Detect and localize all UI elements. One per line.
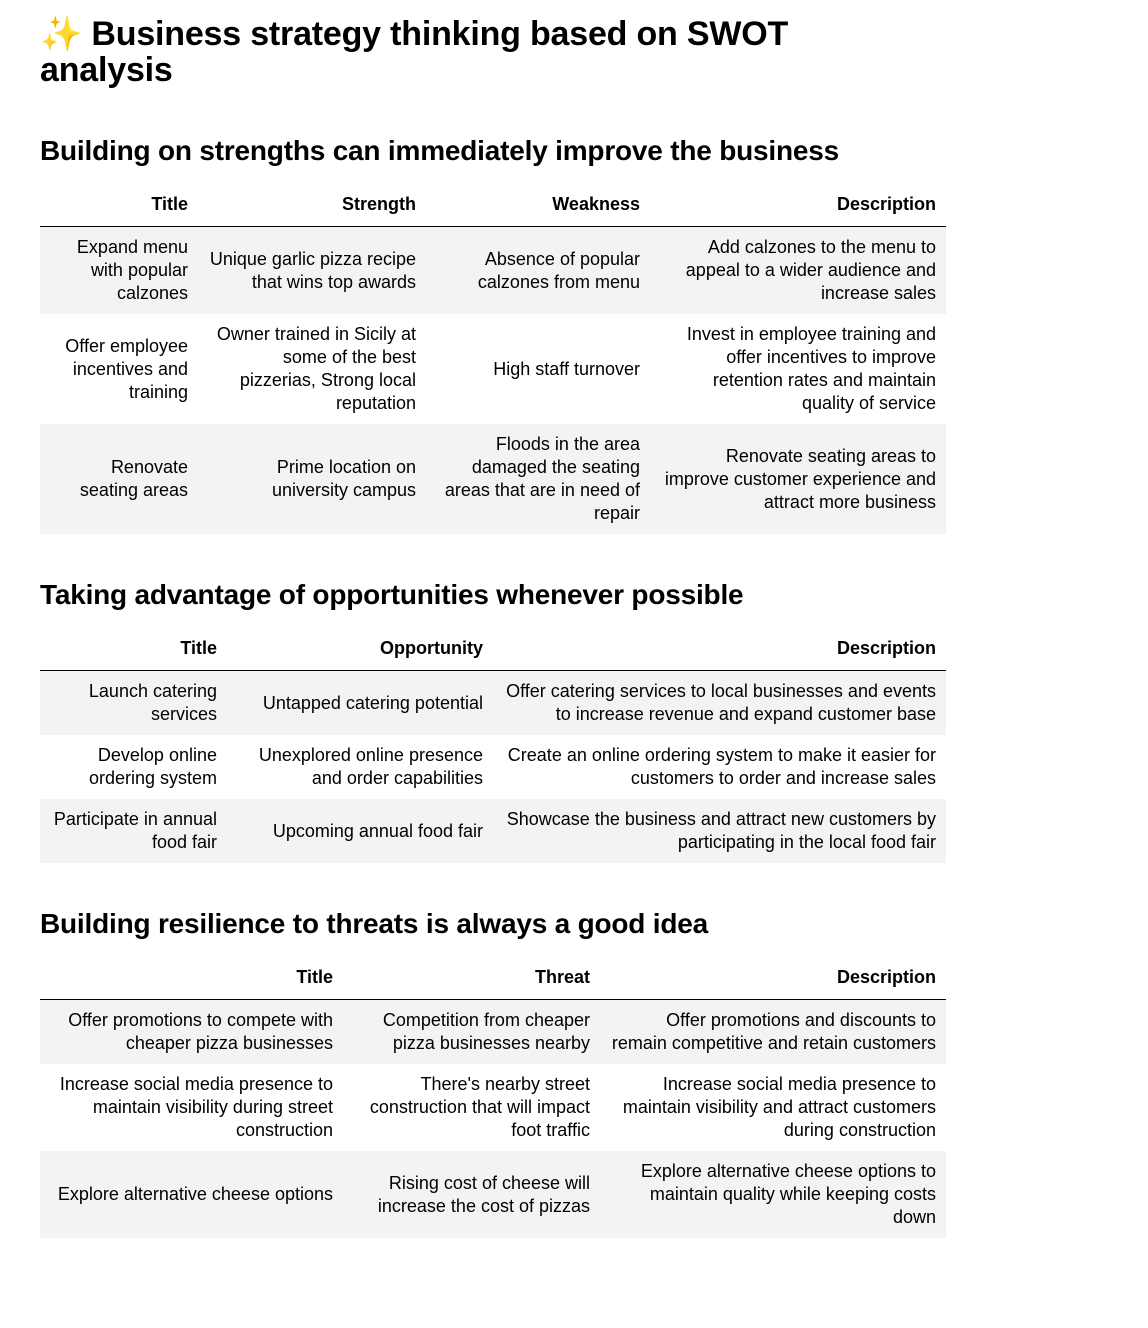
table-cell: Offer employee incentives and training <box>40 314 198 424</box>
column-header-threat: Threat <box>343 959 600 1000</box>
table-cell: Launch catering services <box>40 670 227 735</box>
table-cell: Owner trained in Sicily at some of the b… <box>198 314 426 424</box>
table-cell: There's nearby street construction that … <box>343 1064 600 1151</box>
table-cell: Increase social media presence to mainta… <box>600 1064 946 1151</box>
column-header-description: Description <box>650 186 946 227</box>
table-cell: Absence of popular calzones from menu <box>426 226 650 314</box>
strengths-section-title: Building on strengths can immediately im… <box>40 135 840 166</box>
table-header-row: Title Opportunity Description <box>40 630 946 671</box>
table-cell: Participate in annual food fair <box>40 799 227 863</box>
threats-section-title: Building resilience to threats is always… <box>40 908 709 939</box>
table-cell: Offer promotions and discounts to remain… <box>600 999 946 1064</box>
table-cell: Explore alternative cheese options to ma… <box>600 1151 946 1238</box>
table-row: Renovate seating areas Prime location on… <box>40 424 946 534</box>
table-header-row: Title Strength Weakness Description <box>40 186 946 227</box>
table-cell: Unexplored online presence and order cap… <box>227 735 493 799</box>
table-cell: Invest in employee training and offer in… <box>650 314 946 424</box>
table-cell: Rising cost of cheese will increase the … <box>343 1151 600 1238</box>
table-header-row: Title Threat Description <box>40 959 946 1000</box>
swot-document: ✨ Business strategy thinking based on SW… <box>40 16 946 1282</box>
column-header-title: Title <box>40 630 227 671</box>
column-header-description: Description <box>600 959 946 1000</box>
page-title-text: Business strategy thinking based on SWOT… <box>40 15 789 89</box>
column-header-weakness: Weakness <box>426 186 650 227</box>
page-title: ✨ Business strategy thinking based on SW… <box>40 16 840 88</box>
table-cell: Develop online ordering system <box>40 735 227 799</box>
table-row: Offer promotions to compete with cheaper… <box>40 999 946 1064</box>
table-cell: Upcoming annual food fair <box>227 799 493 863</box>
opportunities-section-title: Taking advantage of opportunities whenev… <box>40 579 744 610</box>
table-row: Launch catering services Untapped cateri… <box>40 670 946 735</box>
table-cell: Offer promotions to compete with cheaper… <box>40 999 343 1064</box>
table-cell: Offer catering services to local busines… <box>493 670 946 735</box>
column-header-strength: Strength <box>198 186 426 227</box>
threats-table: Title Threat Description Offer promotion… <box>40 959 946 1238</box>
column-header-description: Description <box>493 630 946 671</box>
table-row: Offer employee incentives and training O… <box>40 314 946 424</box>
column-header-title: Title <box>40 959 343 1000</box>
table-cell: High staff turnover <box>426 314 650 424</box>
table-cell: Showcase the business and attract new cu… <box>493 799 946 863</box>
strengths-table: Title Strength Weakness Description Expa… <box>40 186 946 534</box>
table-cell: Unique garlic pizza recipe that wins top… <box>198 226 426 314</box>
table-cell: Add calzones to the menu to appeal to a … <box>650 226 946 314</box>
column-header-title: Title <box>40 186 198 227</box>
column-header-opportunity: Opportunity <box>227 630 493 671</box>
table-cell: Floods in the area damaged the seating a… <box>426 424 650 534</box>
table-row: Participate in annual food fair Upcoming… <box>40 799 946 863</box>
table-cell: Prime location on university campus <box>198 424 426 534</box>
table-cell: Renovate seating areas to improve custom… <box>650 424 946 534</box>
table-cell: Competition from cheaper pizza businesse… <box>343 999 600 1064</box>
table-row: Expand menu with popular calzones Unique… <box>40 226 946 314</box>
table-cell: Explore alternative cheese options <box>40 1151 343 1238</box>
table-cell: Increase social media presence to mainta… <box>40 1064 343 1151</box>
table-cell: Renovate seating areas <box>40 424 198 534</box>
table-cell: Create an online ordering system to make… <box>493 735 946 799</box>
opportunities-table: Title Opportunity Description Launch cat… <box>40 630 946 863</box>
table-row: Explore alternative cheese options Risin… <box>40 1151 946 1238</box>
sparkles-icon: ✨ <box>40 15 83 53</box>
table-cell: Expand menu with popular calzones <box>40 226 198 314</box>
table-cell: Untapped catering potential <box>227 670 493 735</box>
table-row: Increase social media presence to mainta… <box>40 1064 946 1151</box>
table-row: Develop online ordering system Unexplore… <box>40 735 946 799</box>
